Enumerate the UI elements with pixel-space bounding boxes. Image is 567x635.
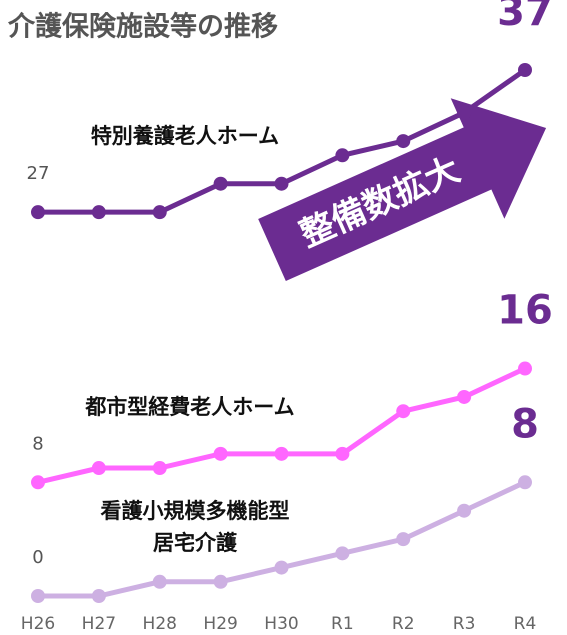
- point: [152, 461, 167, 476]
- point: [152, 205, 167, 220]
- x-tick-label: R1: [331, 614, 354, 634]
- x-tick-label: R3: [453, 614, 476, 634]
- x-tick-label: H28: [143, 614, 177, 634]
- series-label: 都市型経費老人ホーム: [84, 395, 294, 419]
- point: [457, 503, 472, 518]
- x-tick-label: H30: [264, 614, 298, 634]
- arrow-shape: [258, 98, 547, 282]
- series-line: [37, 366, 527, 485]
- point: [91, 205, 106, 220]
- point: [213, 574, 228, 589]
- start-value-label: 8: [32, 433, 43, 454]
- x-tick-label: H29: [203, 614, 237, 634]
- point: [518, 475, 532, 490]
- x-tick-label: R2: [392, 614, 415, 634]
- x-tick-label: H26: [21, 614, 55, 634]
- end-value-label: 16: [497, 288, 553, 334]
- point: [31, 205, 45, 220]
- point: [335, 546, 350, 561]
- series-label: 特別養護老人ホーム: [91, 124, 279, 148]
- point: [457, 389, 472, 404]
- point: [213, 176, 228, 191]
- x-tick-label: R4: [514, 614, 537, 634]
- point: [152, 574, 167, 589]
- point: [274, 176, 289, 191]
- point: [31, 475, 45, 490]
- point: [31, 589, 45, 603]
- series-label: 看護小規模多機能型居宅介護: [101, 499, 290, 555]
- point: [335, 446, 350, 461]
- chart-title: 介護保険施設等の推移: [7, 11, 278, 43]
- point: [213, 446, 228, 461]
- point: [518, 361, 532, 376]
- start-value-label: 0: [32, 547, 43, 568]
- point: [396, 532, 411, 547]
- x-tick-label: H27: [82, 614, 116, 634]
- point: [396, 134, 411, 149]
- point: [335, 148, 350, 163]
- point: [457, 105, 472, 120]
- growth-arrow: 整備数拡大: [258, 98, 547, 282]
- point: [91, 461, 106, 476]
- end-value-label: 8: [511, 401, 539, 447]
- start-value-label: 27: [27, 163, 50, 184]
- point: [396, 404, 411, 419]
- point: [274, 560, 289, 575]
- point: [91, 589, 106, 603]
- point: [518, 63, 532, 77]
- point: [274, 446, 289, 461]
- end-value-label: 37: [497, 0, 553, 35]
